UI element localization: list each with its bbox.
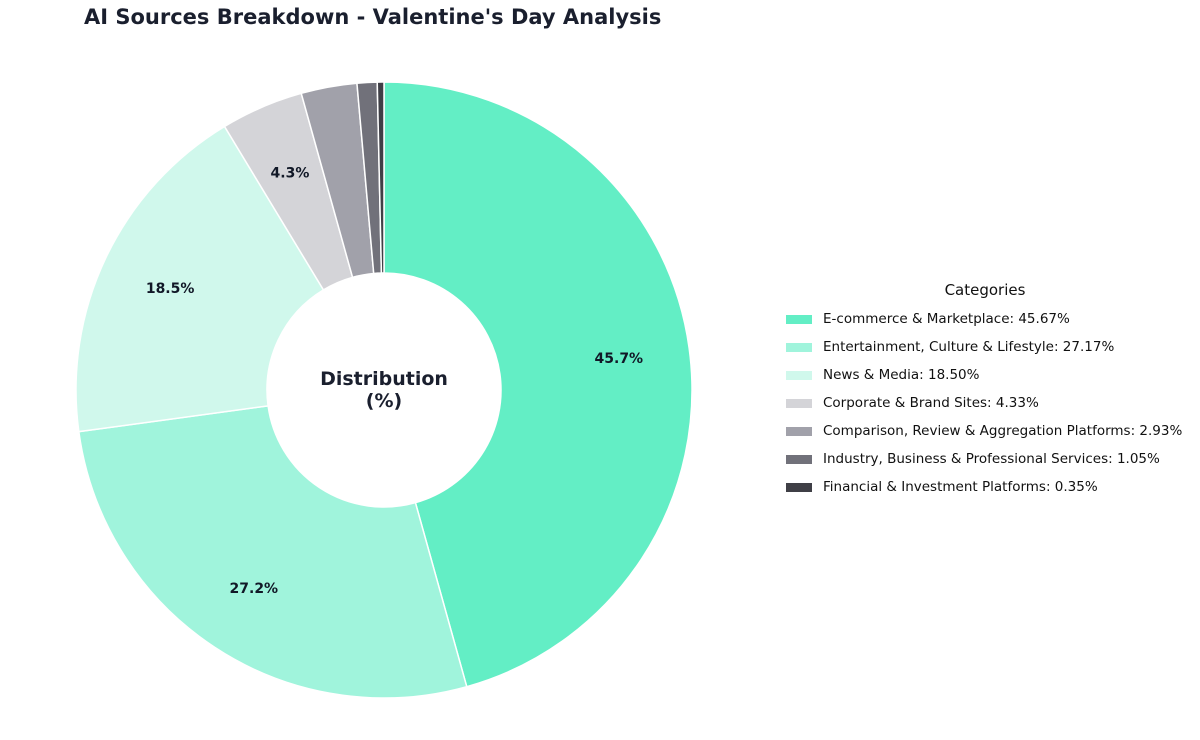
legend-item: Financial & Investment Platforms: 0.35%: [786, 473, 1196, 501]
legend-label: E-commerce & Marketplace: 45.67%: [823, 311, 1070, 327]
center-label-line-1: Distribution: [320, 368, 448, 390]
legend-label: Comparison, Review & Aggregation Platfor…: [823, 423, 1183, 439]
legend-label: Entertainment, Culture & Lifestyle: 27.1…: [823, 339, 1115, 355]
donut-slice: [77, 404, 468, 699]
slice-percentage-label: 45.7%: [595, 351, 644, 367]
legend-label: Industry, Business & Professional Servic…: [823, 451, 1160, 467]
legend-swatch: [786, 482, 812, 492]
center-label-line-2: (%): [366, 390, 402, 412]
legend-swatch: [786, 342, 812, 352]
legend-item: Comparison, Review & Aggregation Platfor…: [786, 417, 1196, 445]
legend-item: Corporate & Brand Sites: 4.33%: [786, 389, 1196, 417]
legend-swatch: [786, 398, 812, 408]
slice-percentage-label: 4.3%: [271, 165, 310, 181]
legend-list: E-commerce & Marketplace: 45.67% Entertai…: [786, 305, 1196, 501]
legend-swatch: [786, 454, 812, 464]
slice-percentage-label: 18.5%: [146, 281, 195, 297]
donut-slice: [75, 125, 325, 433]
legend-label: Corporate & Brand Sites: 4.33%: [823, 395, 1039, 411]
donut-slices: [75, 81, 693, 699]
legend-swatch: [786, 426, 812, 436]
chart-title: AI Sources Breakdown - Valentine's Day A…: [84, 5, 662, 29]
legend-swatch: [786, 370, 812, 380]
donut-chart: 45.7% 27.2% 18.5% 4.3% Distribution (%): [75, 81, 693, 699]
legend: Categories E-commerce & Marketplace: 45.…: [786, 281, 1196, 501]
donut-slice: [376, 81, 385, 274]
legend-item: Industry, Business & Professional Servic…: [786, 445, 1196, 473]
slice-percentage-label: 27.2%: [230, 581, 279, 597]
legend-title: Categories: [944, 281, 1026, 299]
legend-item: E-commerce & Marketplace: 45.67%: [786, 305, 1196, 333]
legend-label: News & Media: 18.50%: [823, 367, 980, 383]
legend-item: News & Media: 18.50%: [786, 361, 1196, 389]
donut-slice: [383, 81, 693, 688]
legend-swatch: [786, 314, 812, 324]
legend-label: Financial & Investment Platforms: 0.35%: [823, 479, 1098, 495]
legend-item: Entertainment, Culture & Lifestyle: 27.1…: [786, 333, 1196, 361]
slice-percentage-labels: 45.7% 27.2% 18.5% 4.3%: [146, 165, 643, 597]
